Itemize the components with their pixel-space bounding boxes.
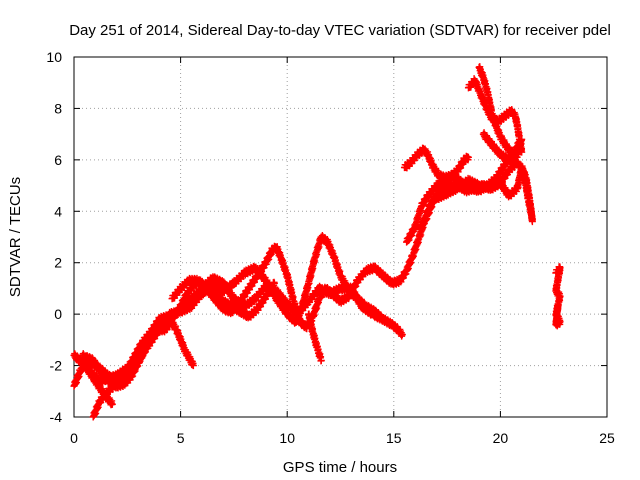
y-tick-label: 0 xyxy=(54,306,62,322)
grid-layer xyxy=(74,57,607,417)
data-point-marker xyxy=(398,331,406,339)
y-tick-label: 2 xyxy=(54,255,62,271)
y-tick-label: 4 xyxy=(54,203,62,219)
series-track-9 xyxy=(400,144,449,183)
x-tick-label: 20 xyxy=(493,430,509,446)
y-tick-label: 10 xyxy=(46,49,62,65)
chart-title: Day 251 of 2014, Sidereal Day-to-day VTE… xyxy=(69,22,611,39)
y-tick-label: -4 xyxy=(50,409,63,425)
x-tick-label: 5 xyxy=(177,430,185,446)
series-layer xyxy=(70,63,564,421)
y-tick-label: 6 xyxy=(54,152,62,168)
x-tick-label: 15 xyxy=(386,430,402,446)
y-tick-label: -2 xyxy=(50,358,63,374)
y-tick-label: 8 xyxy=(54,100,62,116)
x-tick-label: 0 xyxy=(70,430,78,446)
x-tick-label: 25 xyxy=(599,430,615,446)
x-tick-label: 10 xyxy=(279,430,295,446)
tick-layer: 0 5 10 15 20 25 -4 -2 0 2 4 6 8 10 xyxy=(46,49,615,446)
plot-frame xyxy=(73,56,608,418)
